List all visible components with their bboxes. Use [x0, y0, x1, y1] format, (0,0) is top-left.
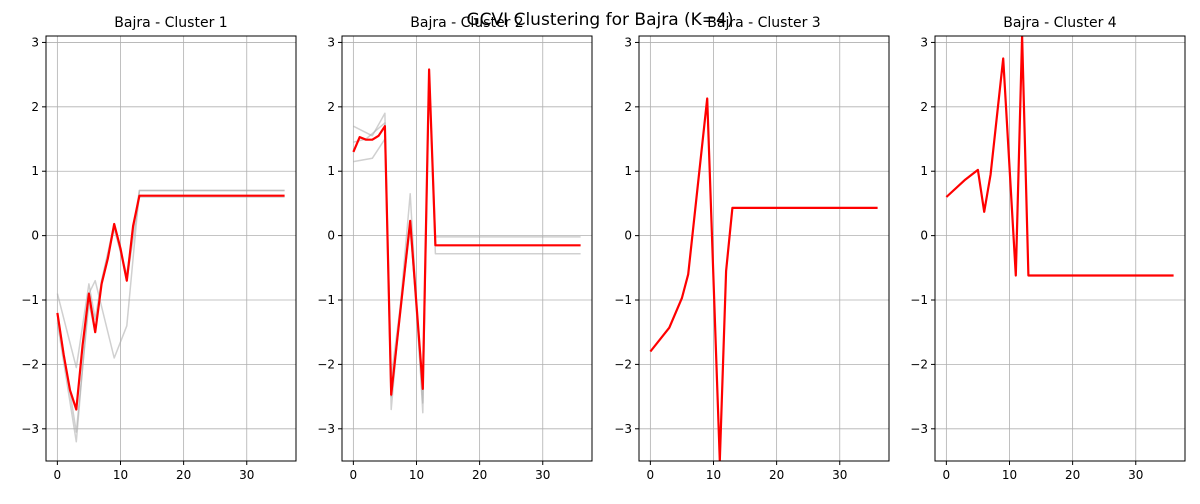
x-tick-label: 20 — [176, 468, 191, 482]
subplot-1: 0 10 20 30 −3 −2 −1 0 1 2 3 Bajra - Cluster 1 — [21, 15, 297, 482]
x-tick-label: 0 — [647, 468, 655, 482]
y-tick-label: 2 — [920, 100, 928, 114]
y-tick-label: 0 — [327, 229, 335, 243]
y-tick-label: −3 — [21, 422, 39, 436]
subplot-3: 0 10 20 30 −3 −2 −1 0 1 2 3 Bajra - Cluster 3 — [614, 15, 890, 482]
subplot-2: 0 10 20 30 −3 −2 −1 0 1 2 3 Bajra - Cluster 2 — [317, 15, 593, 482]
cluster-mean-line — [56, 194, 285, 411]
y-tick-label: 3 — [624, 35, 632, 49]
cluster-mean-line — [649, 97, 878, 461]
y-tick-label: −2 — [614, 357, 632, 371]
y-tick-label: 2 — [31, 100, 39, 114]
x-tick-label: 0 — [350, 468, 358, 482]
x-tick-label: 30 — [832, 468, 847, 482]
series-group — [945, 36, 1174, 277]
plot-frame — [638, 35, 890, 462]
x-tick-label: 30 — [239, 468, 254, 482]
x-tick-label: 20 — [472, 468, 487, 482]
y-tick-label: 2 — [624, 100, 632, 114]
member-series-line — [56, 189, 285, 369]
y-tick-label: −1 — [614, 293, 632, 307]
x-tick-label: 10 — [409, 468, 424, 482]
y-tick-label: 1 — [920, 164, 928, 178]
y-tick-label: 0 — [31, 229, 39, 243]
plot-frame — [45, 35, 297, 462]
y-tick-label: 0 — [624, 229, 632, 243]
subplot-4: 0 10 20 30 −3 −2 −1 0 1 2 3 Bajra - Cluster 4 — [910, 15, 1186, 482]
x-tick-label: 0 — [54, 468, 62, 482]
x-tick-label: 20 — [769, 468, 784, 482]
y-tick-label: 1 — [327, 164, 335, 178]
y-tick-label: −2 — [317, 357, 335, 371]
y-tick-label: 2 — [327, 100, 335, 114]
y-tick-label: −3 — [910, 422, 928, 436]
series-group — [352, 68, 581, 414]
y-tick-label: 3 — [920, 35, 928, 49]
cluster-mean-line — [352, 68, 581, 396]
y-tick-label: 1 — [624, 164, 632, 178]
subplot-title: Bajra - Cluster 4 — [1003, 15, 1117, 31]
x-tick-label: 30 — [1128, 468, 1143, 482]
series-group — [649, 97, 878, 461]
x-tick-label: 10 — [706, 468, 721, 482]
y-tick-label: −3 — [317, 422, 335, 436]
y-tick-label: 1 — [31, 164, 39, 178]
figure-title: GCVI Clustering for Bajra (K=4) — [467, 10, 734, 30]
x-tick-label: 10 — [1002, 468, 1017, 482]
x-tick-label: 10 — [113, 468, 128, 482]
subplot-title: Bajra - Cluster 2 — [410, 15, 523, 31]
y-tick-label: 3 — [31, 35, 39, 49]
y-tick-label: −1 — [910, 293, 928, 307]
x-tick-label: 30 — [535, 468, 550, 482]
subplot-title: Bajra - Cluster 3 — [707, 15, 820, 31]
x-tick-label: 0 — [943, 468, 951, 482]
y-tick-label: −2 — [910, 357, 928, 371]
cluster-mean-line — [945, 36, 1174, 277]
y-tick-label: −1 — [21, 293, 39, 307]
y-tick-label: 0 — [920, 229, 928, 243]
subplot-title: Bajra - Cluster 1 — [114, 15, 227, 31]
y-tick-label: −2 — [21, 357, 39, 371]
y-tick-label: 3 — [327, 35, 335, 49]
plot-frame — [934, 35, 1186, 462]
y-tick-label: −3 — [614, 422, 632, 436]
series-group — [56, 189, 285, 443]
plot-frame — [341, 35, 593, 462]
y-tick-label: −1 — [317, 293, 335, 307]
x-tick-label: 20 — [1065, 468, 1080, 482]
